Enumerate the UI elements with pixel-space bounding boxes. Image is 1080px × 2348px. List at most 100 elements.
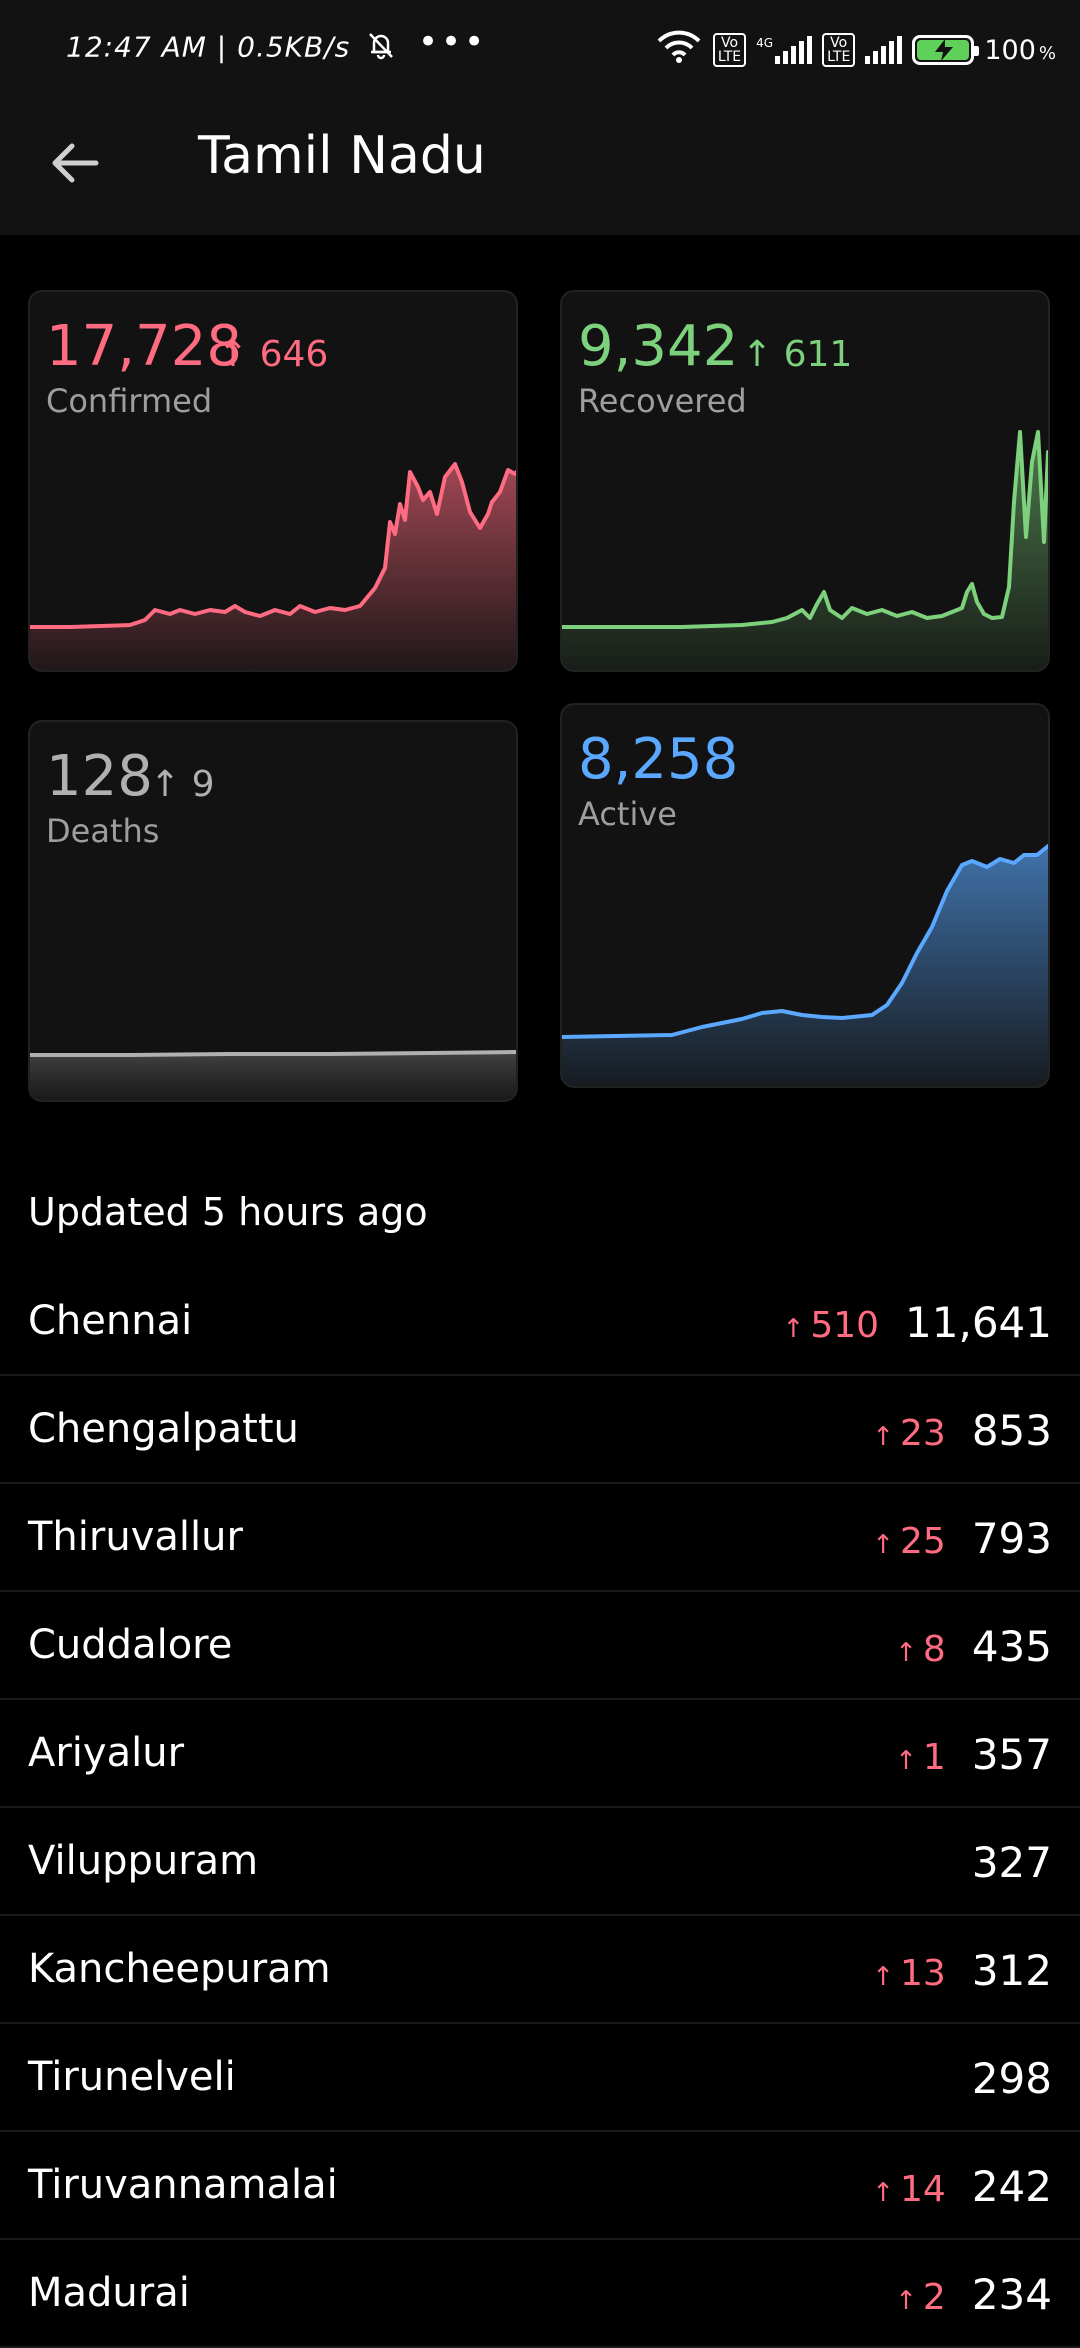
district-count: 298 [971,2054,1052,2103]
district-delta-value: 14 [900,2169,946,2210]
district-delta-value: 2 [922,2277,946,2318]
recovered-label: Recovered [578,382,747,420]
confirmed-chart [30,462,516,670]
bell-off-icon [366,30,396,67]
deaths-line [30,1050,516,1057]
district-name: Chengalpattu [28,1406,299,1452]
district-list: Chennai ↑ 510 11,641 Chengalpattu ↑ 23 853 Thiru… [0,1268,1080,2348]
district-row[interactable]: Thiruvallur ↑ 25 793 [0,1484,1080,1592]
recovered-card[interactable]: 9,342 ↑ 611 Recovered [560,290,1050,672]
district-delta-value: 8 [922,1629,946,1670]
app-bar: Tamil Nadu [0,100,1080,235]
district-name: Ariyalur [28,1730,185,1776]
district-delta-value: 23 [900,1413,946,1454]
arrow-left-icon [52,143,99,183]
district-count: 242 [971,2162,1052,2211]
district-count: 312 [971,1946,1052,1995]
district-name: Chennai [28,1298,193,1344]
confirmed-value: 17,728 [46,314,242,379]
district-row[interactable]: Chennai ↑ 510 11,641 [0,1268,1080,1376]
confirmed-line [30,462,516,629]
district-row[interactable]: Ariyalur ↑ 1 357 [0,1700,1080,1808]
district-values: ↑ 1 357 [895,1730,1052,1779]
active-chart [562,843,1048,1086]
district-delta: ↑ 1 [895,1737,946,1778]
volte-icon: Vo LTE [712,33,747,67]
district-delta: ↑ 23 [872,1413,946,1454]
district-name: Cuddalore [28,1622,233,1668]
wifi-icon [655,29,703,72]
district-values: ↑ 25 793 [872,1514,1052,1563]
district-count: 357 [971,1730,1052,1779]
district-row[interactable]: Kancheepuram ↑ 13 312 [0,1916,1080,2024]
deaths-value: 128 [46,744,153,809]
arrow-up-icon: ↑ [872,1530,895,1560]
arrow-up-icon: ↑ [872,1962,895,1992]
district-row[interactable]: Cuddalore ↑ 8 435 [0,1592,1080,1700]
district-delta: ↑ 2 [895,2277,946,2318]
deaths-delta: ↑ 9 [150,764,215,805]
confirmed-delta: ↑ 646 [218,334,329,375]
deaths-chart [30,1050,516,1100]
recovered-value: 9,342 [578,314,739,379]
back-button[interactable] [40,128,110,198]
arrow-up-icon: ↑ [895,1746,917,1776]
page-title: Tamil Nadu [198,126,486,186]
district-delta: ↑ 510 [783,1305,880,1346]
active-label: Active [578,795,677,833]
deaths-area [30,1052,516,1100]
district-values: ↑ 13 312 [872,1946,1052,1995]
district-delta-value: 13 [900,1953,946,1994]
updated-text: Updated 5 hours ago [28,1190,428,1234]
confirmed-label: Confirmed [46,382,213,420]
district-delta-value: 25 [900,1521,946,1562]
district-count: 853 [971,1406,1052,1455]
district-name: Kancheepuram [28,1946,331,1992]
active-card[interactable]: 8,258 Active [560,703,1050,1088]
district-delta: ↑ 13 [872,1953,946,1994]
status-time-speed: 12:47 AM | 0.5KB/s [66,30,396,67]
district-values: ↑ 510 11,641 [783,1298,1052,1347]
district-values: ↑ 23 853 [872,1406,1052,1455]
district-count: 793 [971,1514,1052,1563]
confirmed-card[interactable]: 17,728 ↑ 646 Confirmed [28,290,518,672]
district-row[interactable]: Madurai ↑ 2 234 [0,2240,1080,2348]
more-notifications-icon: ••• [418,22,488,62]
district-delta: ↑ 8 [895,1629,946,1670]
district-row[interactable]: Tirunelveli 298 [0,2024,1080,2132]
arrow-up-icon: ↑ [895,2286,917,2316]
recovered-line [562,430,1048,629]
deaths-label: Deaths [46,812,160,850]
district-count: 234 [971,2270,1052,2319]
active-line [562,843,1048,1039]
district-count: 435 [971,1622,1052,1671]
volte-icon-2: Vo LTE [822,33,856,67]
status-bar: 12:47 AM | 0.5KB/s ••• Vo LTE 4G Vo LTE … [0,0,1080,100]
district-row[interactable]: Chengalpattu ↑ 23 853 [0,1376,1080,1484]
signal-icon [865,36,903,64]
district-values: ↑ 14 242 [872,2162,1052,2211]
recovered-area [562,432,1048,670]
district-delta: ↑ 14 [872,2169,946,2210]
recovered-delta: ↑ 611 [742,334,853,375]
district-name: Viluppuram [28,1838,259,1884]
district-row[interactable]: Viluppuram 327 [0,1808,1080,1916]
district-count: 327 [971,1838,1052,1887]
district-values: ↑ 2 234 [895,2270,1052,2319]
arrow-up-icon: ↑ [782,1314,805,1344]
recovered-chart [562,430,1048,670]
confirmed-area [30,464,516,670]
district-name: Thiruvallur [28,1514,243,1560]
district-delta: ↑ 25 [872,1521,946,1562]
active-value: 8,258 [578,727,739,792]
district-count: 11,641 [905,1298,1052,1347]
district-delta-value: 510 [810,1305,880,1346]
status-icons: Vo LTE 4G Vo LTE 100% [655,30,1056,70]
arrow-up-icon: ↑ [895,1638,917,1668]
district-name: Madurai [28,2270,190,2316]
district-row[interactable]: Tiruvannamalai ↑ 14 242 [0,2132,1080,2240]
district-delta-value: 1 [922,1737,946,1778]
arrow-up-icon: ↑ [872,2178,895,2208]
battery-charging-icon [912,35,980,65]
deaths-card[interactable]: 128 ↑ 9 Deaths [28,720,518,1102]
